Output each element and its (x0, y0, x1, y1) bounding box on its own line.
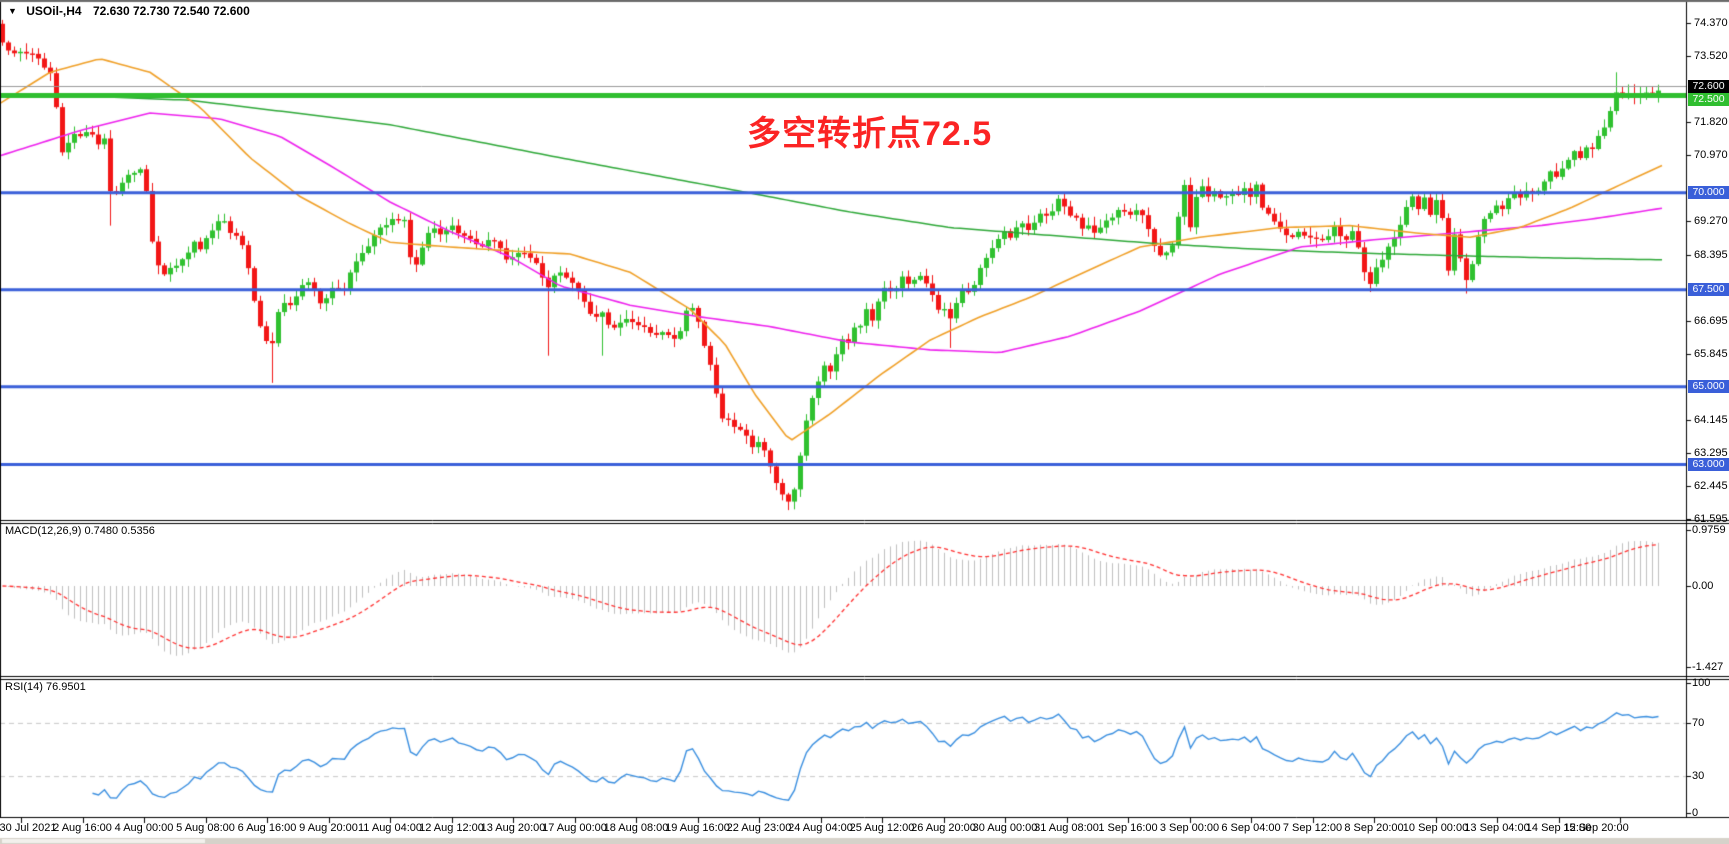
chart-window: ▼ USOil-,H4 72.630 72.730 72.540 72.600 … (0, 0, 1729, 844)
chart-canvas[interactable] (0, 0, 1729, 844)
